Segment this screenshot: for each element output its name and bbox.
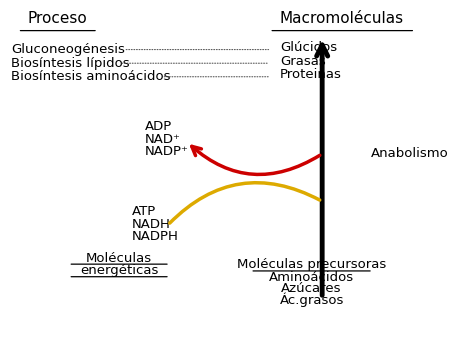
Text: Biosíntesis lípidos: Biosíntesis lípidos (11, 57, 129, 70)
Text: energéticas: energéticas (80, 264, 158, 277)
Text: NAD⁺: NAD⁺ (144, 133, 180, 146)
Text: Ác.grasos: Ác.grasos (279, 293, 343, 307)
Text: ADP: ADP (144, 120, 171, 133)
Text: Macromoléculas: Macromoléculas (279, 11, 403, 26)
Text: Proceso: Proceso (28, 11, 88, 26)
Text: Moléculas precursoras: Moléculas precursoras (236, 258, 386, 271)
Text: Aminoácidos: Aminoácidos (269, 270, 353, 284)
Text: ATP: ATP (132, 205, 156, 218)
Text: Grasas: Grasas (279, 55, 325, 68)
Text: Moléculas: Moléculas (86, 252, 152, 265)
Text: NADPH: NADPH (132, 230, 178, 243)
Text: NADH: NADH (132, 218, 170, 230)
Text: Glúcidos: Glúcidos (279, 41, 336, 54)
Text: Proteinas: Proteinas (279, 68, 341, 81)
Text: NADP⁺: NADP⁺ (144, 145, 188, 158)
Text: Gluconeogénesis: Gluconeogénesis (11, 43, 125, 56)
Text: Azúcares: Azúcares (281, 282, 341, 295)
Text: Anabolismo: Anabolismo (370, 147, 448, 160)
Text: Biosíntesis aminoácidos: Biosíntesis aminoácidos (11, 70, 170, 83)
